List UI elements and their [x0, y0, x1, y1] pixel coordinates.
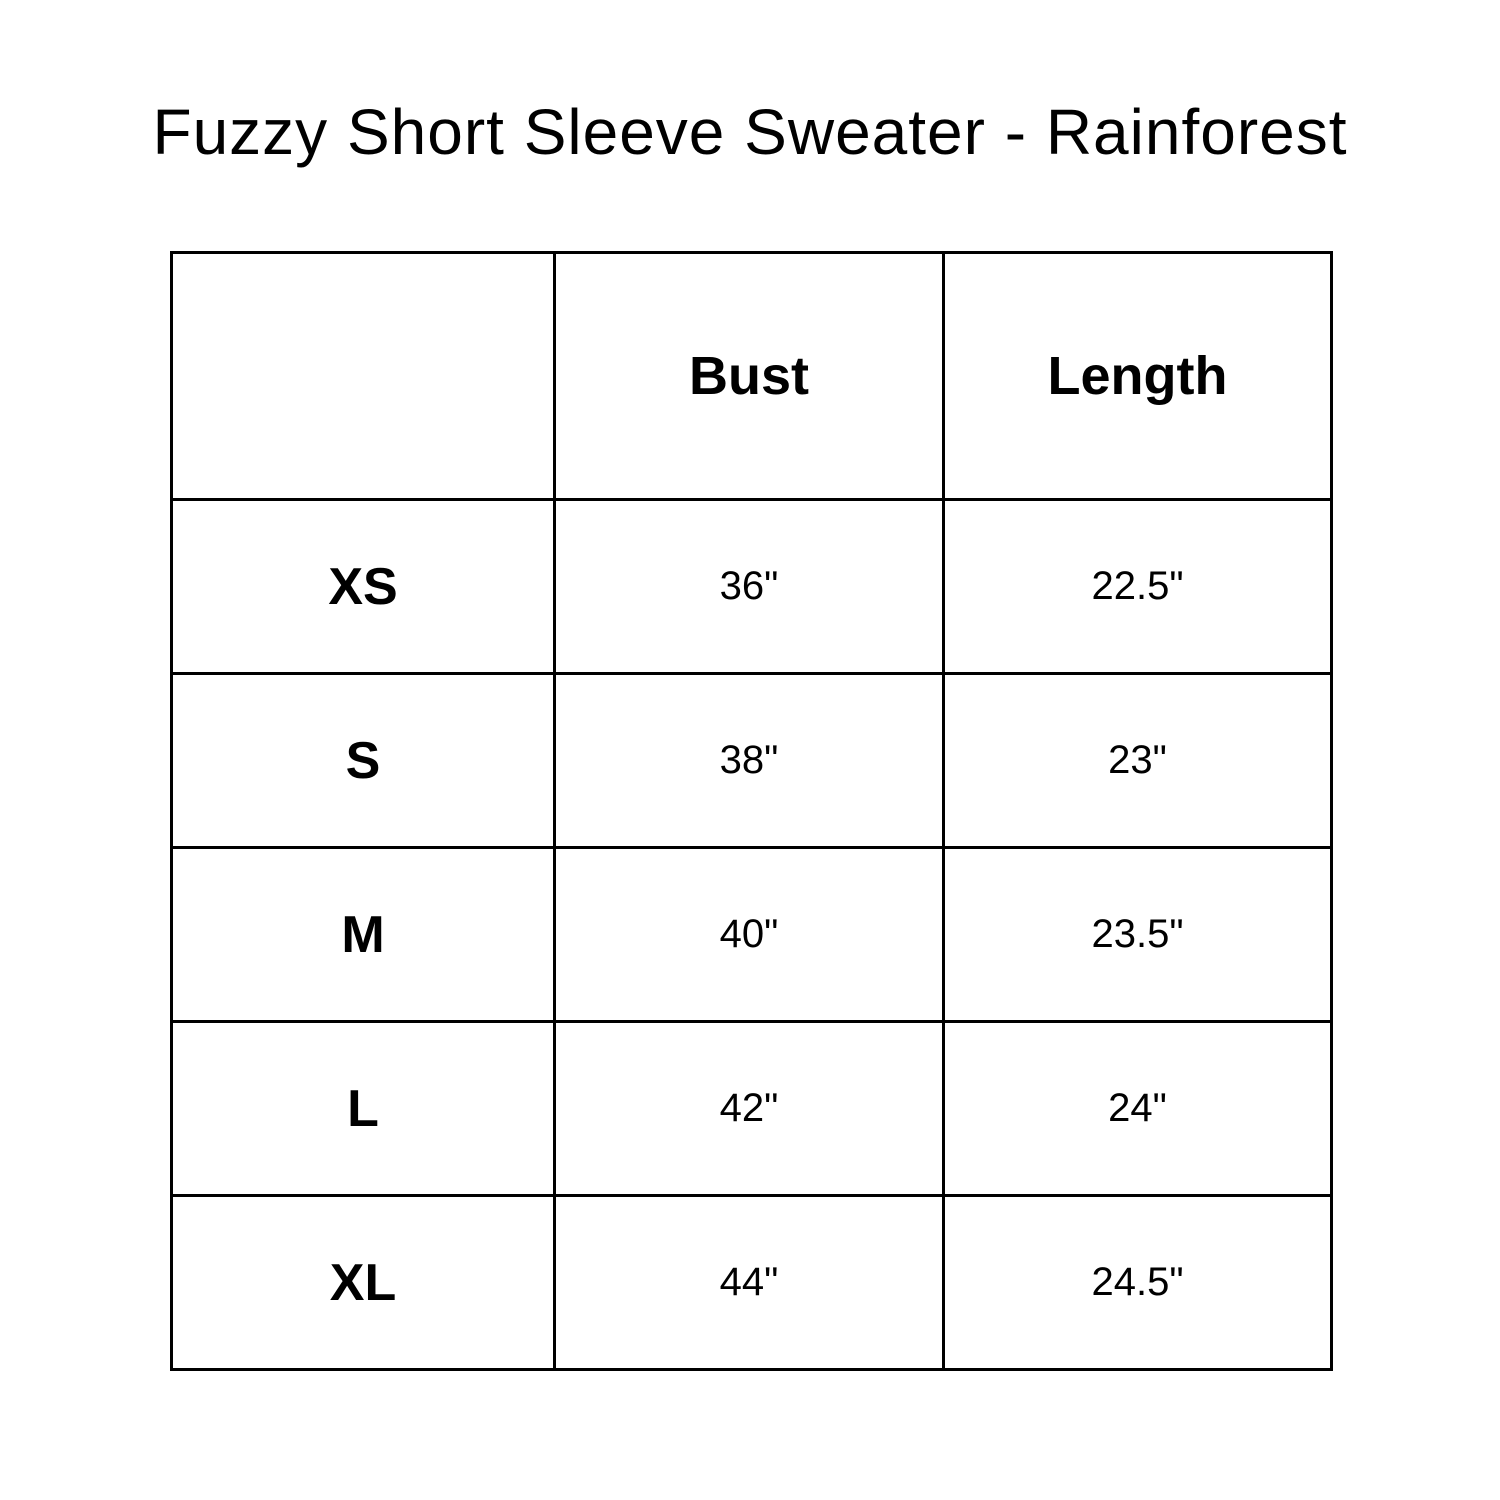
size-cell: M	[170, 846, 556, 1023]
header-bust: Bust	[553, 251, 945, 501]
size-cell: S	[170, 672, 556, 849]
size-cell: XL	[170, 1194, 556, 1371]
size-cell: L	[170, 1020, 556, 1197]
length-cell: 23"	[942, 672, 1333, 849]
length-cell: 23.5"	[942, 846, 1333, 1023]
header-length: Length	[942, 251, 1333, 501]
length-cell: 24"	[942, 1020, 1333, 1197]
bust-cell: 40"	[553, 846, 945, 1023]
bust-cell: 36"	[553, 498, 945, 675]
length-cell: 22.5"	[942, 498, 1333, 675]
bust-cell: 44"	[553, 1194, 945, 1371]
size-chart-table: Bust Length XS 36" 22.5" S 38" 23" M 40"…	[170, 251, 1333, 1371]
table-row: L 42" 24"	[170, 1020, 1333, 1197]
table-header-row: Bust Length	[170, 251, 1333, 501]
size-cell: XS	[170, 498, 556, 675]
table-row: XS 36" 22.5"	[170, 498, 1333, 675]
header-empty	[170, 251, 556, 501]
bust-cell: 42"	[553, 1020, 945, 1197]
table-row: M 40" 23.5"	[170, 846, 1333, 1023]
table-row: S 38" 23"	[170, 672, 1333, 849]
page-title: Fuzzy Short Sleeve Sweater - Rainforest	[152, 96, 1348, 168]
length-cell: 24.5"	[942, 1194, 1333, 1371]
table-row: XL 44" 24.5"	[170, 1194, 1333, 1371]
bust-cell: 38"	[553, 672, 945, 849]
